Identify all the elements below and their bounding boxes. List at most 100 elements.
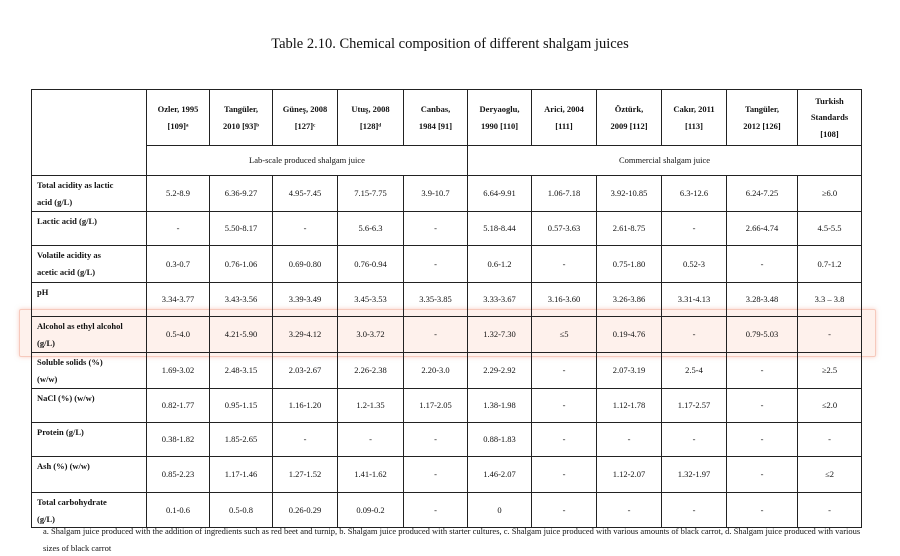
col-header-cakir: Cakır, 2011 [113] <box>661 89 727 146</box>
table-cell: - <box>661 211 727 246</box>
table-cell: 1.12-2.07 <box>596 456 662 493</box>
table-row: Total acidity as lactic acid (g/L) 5.2-8.… <box>31 175 862 212</box>
table-cell: 6.64-9.91 <box>467 175 532 212</box>
table-cell: 1.27-1.52 <box>272 456 338 493</box>
table-cell: 2.03-2.67 <box>272 352 338 389</box>
table-cell: - <box>661 491 727 529</box>
table-row: pH 3.34-3.77 3.43-3.56 3.39-3.49 3.45-3.… <box>31 282 862 317</box>
table-row-highlighted: Alcohol as ethyl alcohol (g/L) 0.5-4.0 4.… <box>31 316 862 353</box>
table-cell: 3.29-4.12 <box>272 316 338 353</box>
table-cell: 0.57-3.63 <box>531 211 597 246</box>
table-cell: - <box>403 422 468 457</box>
table-header-row: Ozler, 1995 [109]ᵃ Tangüler, 2010 [93]ᵇ Gü… <box>31 89 862 146</box>
table-row: Total carbohydrate (g/L) 0.1-0.6 0.5-0.8 … <box>31 491 862 529</box>
table-cell: - <box>272 422 338 457</box>
table-cell: 1.2-1.35 <box>337 388 404 423</box>
row-label: Ash (%) (w/w) <box>31 456 147 493</box>
group-empty-cell <box>31 145 147 176</box>
col-header-ozler: Ozler, 1995 [109]ᵃ <box>146 89 210 146</box>
table-cell: 0.1-0.6 <box>146 491 210 529</box>
table-cell: 4.95-7.45 <box>272 175 338 212</box>
group-header-row: Lab-scale produced shalgam juice Commerc… <box>31 145 862 176</box>
row-label: Total acidity as lactic acid (g/L) <box>31 175 147 212</box>
table-cell: - <box>531 422 597 457</box>
table-cell: - <box>596 491 662 529</box>
table-cell: 0.09-0.2 <box>337 491 404 529</box>
table-cell: - <box>531 388 597 423</box>
table-cell: ≤2.0 <box>797 388 862 423</box>
table-cell: 2.66-4.74 <box>726 211 798 246</box>
col-header-ozturk: Öztürk, 2009 [112] <box>596 89 662 146</box>
col-header-tanguler-2012: Tangüler, 2012 [126] <box>726 89 798 146</box>
table-cell: ≤2 <box>797 456 862 493</box>
table-row: Lactic acid (g/L) - 5.50-8.17 - 5.6-6.3 … <box>31 211 862 246</box>
row-label: pH <box>31 282 147 317</box>
table-cell: 0.75-1.80 <box>596 245 662 283</box>
table-cell: 3.43-3.56 <box>209 282 273 317</box>
table-cell: 3.31-4.13 <box>661 282 727 317</box>
table-cell: 0.52-3 <box>661 245 727 283</box>
row-label: Total carbohydrate (g/L) <box>31 491 147 529</box>
chemical-composition-table: Ozler, 1995 [109]ᵃ Tangüler, 2010 [93]ᵇ Gü… <box>31 89 862 529</box>
table-cell: 1.17-1.46 <box>209 456 273 493</box>
table-cell: 3.45-3.53 <box>337 282 404 317</box>
col-header-utus: Utuş, 2008 [128]ᵈ <box>337 89 404 146</box>
table-cell: 2.48-3.15 <box>209 352 273 389</box>
table-cell: - <box>272 211 338 246</box>
table-cell: 5.6-6.3 <box>337 211 404 246</box>
table-cell: 0.3-0.7 <box>146 245 210 283</box>
table-cell: 3.16-3.60 <box>531 282 597 317</box>
table-cell: - <box>403 316 468 353</box>
table-cell: - <box>726 245 798 283</box>
row-label: Soluble solids (%) (w/w) <box>31 352 147 389</box>
col-header-arici: Arici, 2004 [111] <box>531 89 597 146</box>
table-cell: - <box>403 456 468 493</box>
table-cell: 4.21-5.90 <box>209 316 273 353</box>
table-cell: 6.24-7.25 <box>726 175 798 212</box>
table-cell: 6.36-9.27 <box>209 175 273 212</box>
table-cell: 2.20-3.0 <box>403 352 468 389</box>
header-empty-cell <box>31 89 147 146</box>
table-cell: 1.69-3.02 <box>146 352 210 389</box>
table-row: Protein (g/L) 0.38-1.82 1.85-2.65 - - - … <box>31 422 862 457</box>
table-cell: - <box>146 211 210 246</box>
table-cell: 0.5-0.8 <box>209 491 273 529</box>
row-label: Protein (g/L) <box>31 422 147 457</box>
col-header-canbas: Canbas, 1984 [91] <box>403 89 468 146</box>
table-cell: 0.6-1.2 <box>467 245 532 283</box>
table-cell: - <box>403 211 468 246</box>
table-cell: - <box>661 422 727 457</box>
table-cell: ≥6.0 <box>797 175 862 212</box>
col-header-tanguler-2010: Tangüler, 2010 [93]ᵇ <box>209 89 273 146</box>
table-cell: 2.61-8.75 <box>596 211 662 246</box>
table-cell: 5.2-8.9 <box>146 175 210 212</box>
table-cell: 1.41-1.62 <box>337 456 404 493</box>
table-cell: 1.38-1.98 <box>467 388 532 423</box>
table-cell: 1.32-7.30 <box>467 316 532 353</box>
row-label: NaCl (%) (w/w) <box>31 388 147 423</box>
table-cell: 0.88-1.83 <box>467 422 532 457</box>
table-cell: 0.76-0.94 <box>337 245 404 283</box>
table-cell: - <box>596 422 662 457</box>
table-cell: 3.33-3.67 <box>467 282 532 317</box>
table-cell: - <box>797 491 862 529</box>
table-cell: 2.26-2.38 <box>337 352 404 389</box>
table-cell: 3.26-3.86 <box>596 282 662 317</box>
table-cell: 4.5-5.5 <box>797 211 862 246</box>
table-cell: 1.46-2.07 <box>467 456 532 493</box>
table-cell: - <box>726 352 798 389</box>
table-cell: - <box>726 456 798 493</box>
table-cell: - <box>726 388 798 423</box>
table-cell: 3.3 – 3.8 <box>797 282 862 317</box>
table-cell: ≥2.5 <box>797 352 862 389</box>
row-label: Lactic acid (g/L) <box>31 211 147 246</box>
table-row: Ash (%) (w/w) 0.85-2.23 1.17-1.46 1.27-1… <box>31 456 862 493</box>
table-cell: 1.17-2.57 <box>661 388 727 423</box>
table-cell: 0.69-0.80 <box>272 245 338 283</box>
table-cell: 3.28-3.48 <box>726 282 798 317</box>
table-cell: 1.17-2.05 <box>403 388 468 423</box>
table-cell: 1.06-7.18 <box>531 175 597 212</box>
table-row: Soluble solids (%) (w/w) 1.69-3.02 2.48-3… <box>31 352 862 389</box>
table-cell: 3.9-10.7 <box>403 175 468 212</box>
group-commercial: Commercial shalgam juice <box>467 145 862 176</box>
